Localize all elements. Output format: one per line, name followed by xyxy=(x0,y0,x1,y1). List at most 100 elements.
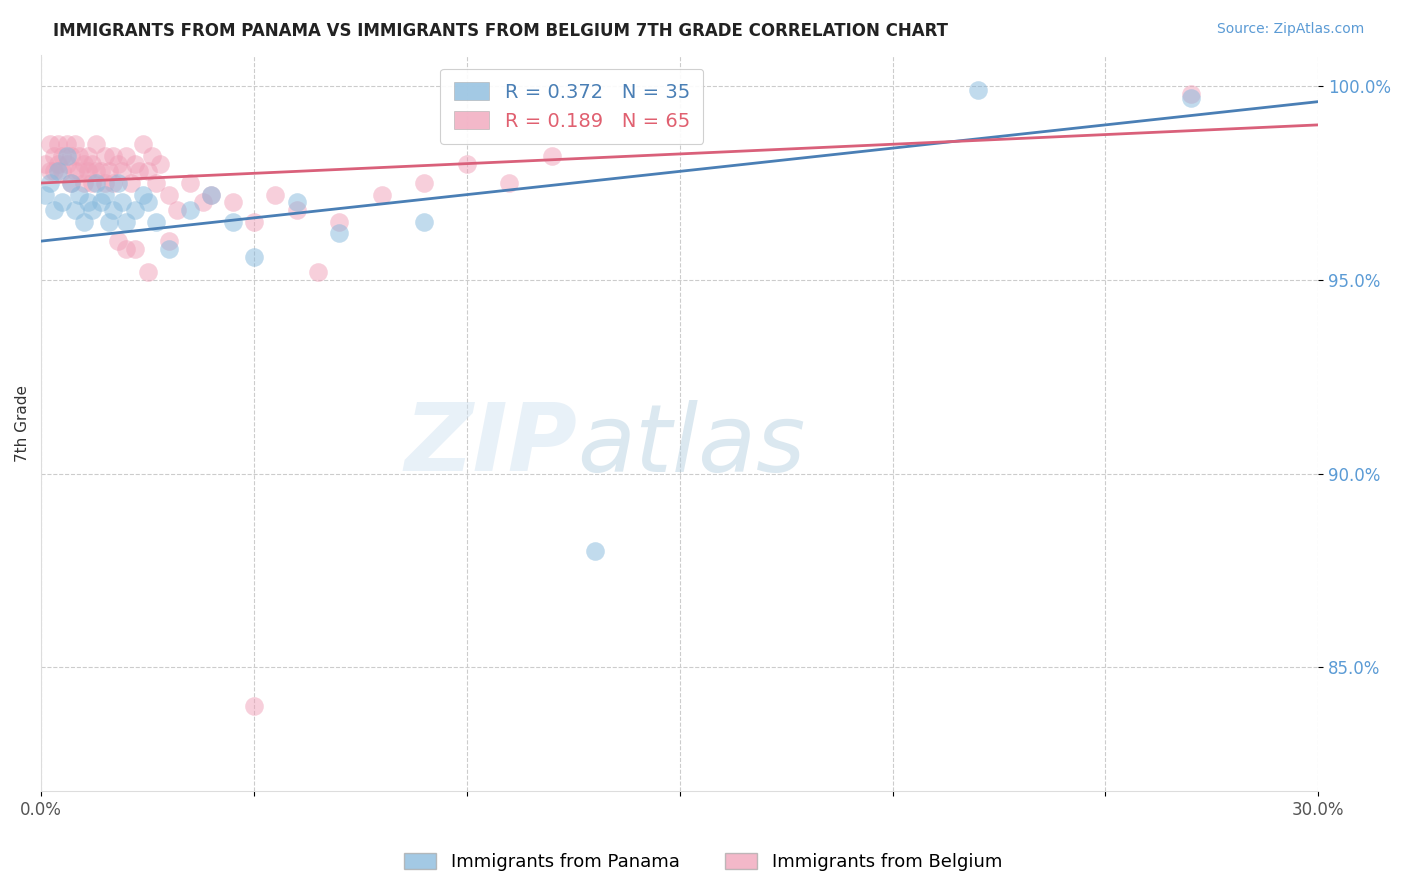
Text: ZIP: ZIP xyxy=(405,400,578,491)
Point xyxy=(328,227,350,241)
Point xyxy=(38,164,60,178)
Point xyxy=(67,187,90,202)
Point xyxy=(498,176,520,190)
Point xyxy=(285,203,308,218)
Point xyxy=(370,187,392,202)
Point xyxy=(94,187,117,202)
Point xyxy=(82,156,104,170)
Point xyxy=(55,156,77,170)
Point xyxy=(413,176,436,190)
Point xyxy=(107,156,129,170)
Legend: R = 0.372   N = 35, R = 0.189   N = 65: R = 0.372 N = 35, R = 0.189 N = 65 xyxy=(440,69,703,145)
Point xyxy=(86,176,108,190)
Point xyxy=(179,203,201,218)
Point xyxy=(107,234,129,248)
Point xyxy=(94,149,117,163)
Point xyxy=(191,195,214,210)
Point xyxy=(63,203,86,218)
Point xyxy=(132,187,155,202)
Point xyxy=(67,164,90,178)
Point xyxy=(328,215,350,229)
Legend: Immigrants from Panama, Immigrants from Belgium: Immigrants from Panama, Immigrants from … xyxy=(396,846,1010,879)
Point xyxy=(94,176,117,190)
Point xyxy=(46,156,69,170)
Point xyxy=(243,250,266,264)
Point xyxy=(583,544,606,558)
Point xyxy=(157,187,180,202)
Text: Source: ZipAtlas.com: Source: ZipAtlas.com xyxy=(1216,22,1364,37)
Point xyxy=(46,137,69,152)
Point xyxy=(243,215,266,229)
Point xyxy=(166,203,188,218)
Point xyxy=(111,195,134,210)
Point xyxy=(541,149,564,163)
Point xyxy=(46,164,69,178)
Point xyxy=(73,176,96,190)
Point xyxy=(221,195,243,210)
Point xyxy=(38,137,60,152)
Point xyxy=(77,164,100,178)
Point xyxy=(141,149,163,163)
Point xyxy=(136,265,159,279)
Point xyxy=(149,156,172,170)
Point xyxy=(115,215,138,229)
Point xyxy=(145,215,167,229)
Point xyxy=(82,203,104,218)
Point xyxy=(38,176,60,190)
Point xyxy=(136,164,159,178)
Y-axis label: 7th Grade: 7th Grade xyxy=(15,384,30,462)
Point xyxy=(136,195,159,210)
Point xyxy=(221,215,243,229)
Point xyxy=(59,176,82,190)
Point xyxy=(34,187,56,202)
Point xyxy=(1180,91,1202,105)
Point xyxy=(98,164,121,178)
Point xyxy=(103,203,125,218)
Point xyxy=(264,187,287,202)
Point xyxy=(413,215,436,229)
Point xyxy=(966,83,988,97)
Point xyxy=(1180,87,1202,101)
Point xyxy=(115,242,138,256)
Point xyxy=(124,203,146,218)
Text: atlas: atlas xyxy=(578,400,806,491)
Point xyxy=(73,156,96,170)
Point xyxy=(42,164,65,178)
Point xyxy=(107,176,129,190)
Point xyxy=(145,176,167,190)
Point xyxy=(157,242,180,256)
Point xyxy=(243,699,266,714)
Point xyxy=(34,156,56,170)
Point xyxy=(128,164,150,178)
Point xyxy=(200,187,222,202)
Point xyxy=(307,265,329,279)
Text: IMMIGRANTS FROM PANAMA VS IMMIGRANTS FROM BELGIUM 7TH GRADE CORRELATION CHART: IMMIGRANTS FROM PANAMA VS IMMIGRANTS FRO… xyxy=(53,22,949,40)
Point xyxy=(63,137,86,152)
Point xyxy=(42,203,65,218)
Point xyxy=(90,164,112,178)
Point xyxy=(55,137,77,152)
Point xyxy=(59,176,82,190)
Point xyxy=(132,137,155,152)
Point xyxy=(124,242,146,256)
Point xyxy=(179,176,201,190)
Point xyxy=(111,164,134,178)
Point xyxy=(120,176,142,190)
Point xyxy=(285,195,308,210)
Point xyxy=(200,187,222,202)
Point xyxy=(51,149,73,163)
Point xyxy=(63,164,86,178)
Point xyxy=(157,234,180,248)
Point xyxy=(51,195,73,210)
Point xyxy=(103,149,125,163)
Point xyxy=(90,195,112,210)
Point xyxy=(73,215,96,229)
Point xyxy=(456,156,478,170)
Point xyxy=(115,149,138,163)
Point xyxy=(77,149,100,163)
Point xyxy=(55,149,77,163)
Point xyxy=(42,149,65,163)
Point xyxy=(67,149,90,163)
Point xyxy=(103,176,125,190)
Point xyxy=(86,164,108,178)
